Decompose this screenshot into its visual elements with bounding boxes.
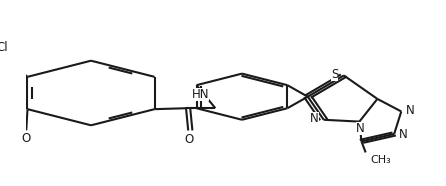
Text: Cl: Cl <box>0 41 8 54</box>
Text: S: S <box>331 68 339 81</box>
Text: HN: HN <box>192 88 210 101</box>
Text: O: O <box>184 133 193 146</box>
Text: N: N <box>310 112 319 125</box>
Text: N: N <box>406 104 415 117</box>
Text: N: N <box>399 128 408 141</box>
Text: O: O <box>21 132 31 145</box>
Text: CH₃: CH₃ <box>371 155 392 165</box>
Text: N: N <box>356 122 365 135</box>
